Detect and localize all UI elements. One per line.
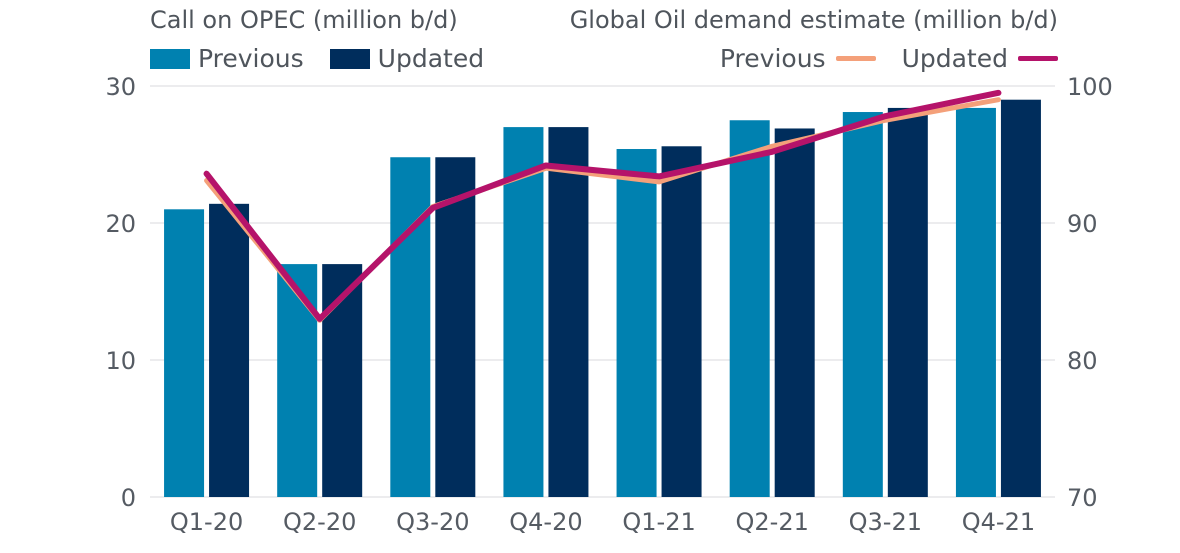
x-tick-label: Q4-21 (962, 508, 1035, 536)
x-tick-label: Q2-20 (283, 508, 356, 536)
legend-item-line-updated: Updated (902, 44, 1058, 73)
bar-previous-q1-21 (616, 149, 657, 497)
legend-swatch-line-updated (1018, 56, 1058, 61)
bar-previous-q2-21 (729, 120, 770, 497)
x-tick-label: Q3-21 (849, 508, 922, 536)
legend-label-bar-updated: Updated (377, 44, 485, 73)
bar-previous-q4-20 (503, 127, 544, 497)
legend-label-bar-previous: Previous (198, 44, 304, 73)
x-tick-label: Q2-21 (736, 508, 809, 536)
x-tick-label: Q1-20 (170, 508, 243, 536)
bar-previous-q3-21 (842, 112, 883, 497)
right-tick-label: 100 (1067, 73, 1113, 101)
bar-updated-q2-21 (774, 128, 815, 497)
right-tick-label: 80 (1067, 347, 1098, 375)
legend-item-line-previous: Previous (720, 44, 876, 73)
bar-legend: Previous Updated (150, 44, 484, 73)
line-legend: Previous Updated (720, 44, 1058, 73)
left-axis-title: Call on OPEC (million b/d) (150, 6, 458, 34)
right-axis-title: Global Oil demand estimate (million b/d) (569, 6, 1058, 34)
x-tick-label: Q4-20 (509, 508, 582, 536)
x-tick-label: Q1-21 (622, 508, 695, 536)
right-tick-label: 70 (1067, 484, 1098, 512)
bar-updated-q4-21 (1000, 99, 1041, 497)
line-series-updated (203, 89, 1002, 322)
bar-updated-q3-20 (435, 157, 476, 498)
bar-previous-q2-20 (277, 264, 318, 497)
bar-updated-q3-21 (887, 107, 928, 498)
bar-updated-q1-21 (661, 146, 702, 497)
x-tick-label: Q3-20 (396, 508, 469, 536)
left-tick-label: 0 (121, 484, 136, 512)
bar-updated-q4-20 (548, 127, 589, 497)
left-tick-label: 30 (105, 73, 136, 101)
legend-swatch-line-previous (835, 56, 876, 61)
left-tick-label: 20 (105, 210, 136, 238)
bar-previous-q1-20 (164, 209, 205, 498)
legend-item-bar-updated: Updated (329, 44, 485, 73)
bar-previous-q3-20 (390, 157, 431, 498)
left-tick-label: 10 (105, 347, 136, 375)
right-tick-label: 90 (1067, 210, 1098, 238)
bar-previous-q4-21 (955, 107, 996, 498)
legend-swatch-bar-updated (329, 48, 370, 69)
bar-updated-q1-20 (209, 203, 250, 497)
legend-swatch-bar-previous (150, 48, 190, 69)
bar-updated-q2-20 (322, 264, 363, 497)
legend-label-line-previous: Previous (719, 44, 826, 73)
legend-item-bar-previous: Previous (150, 44, 304, 73)
legend-label-line-updated: Updated (901, 44, 1008, 73)
